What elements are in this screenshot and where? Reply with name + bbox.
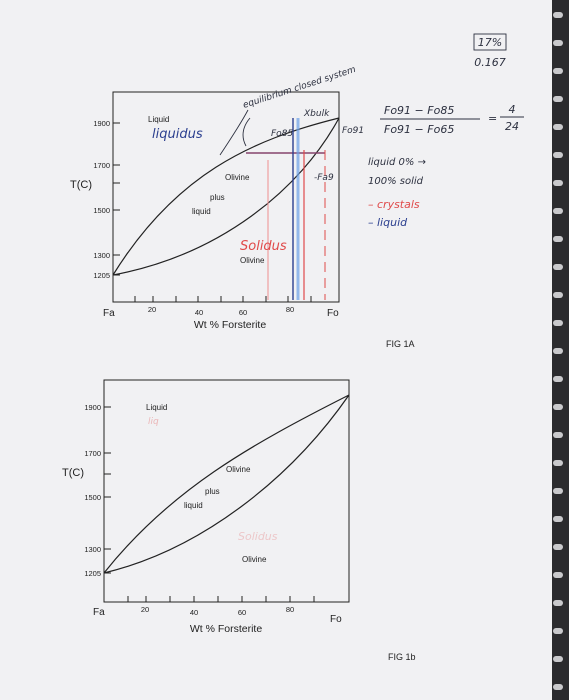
fig1a-pointer-liquidus [219,109,249,156]
fig1b-hand-solidus: Solidus [238,530,278,543]
figure-1b: 1900 1700 1500 1300 1205 T(C) 20 40 60 8… [62,379,416,662]
figure-1a: 1900 1700 1500 1300 1205 T(C) 20 40 60 8… [70,33,524,349]
fig1a-hand-equilibrium: equilibrium closed system [242,65,358,111]
fig1a-hand-solidus: Solidus [240,239,287,254]
fig1a-ytick-1900: 1900 [93,119,110,128]
spiral-binding [552,0,569,700]
hand-percent: 17% [478,36,502,49]
fig1a-caption: FIG 1A [386,339,415,349]
fig1a-label-plus: plus [210,193,225,202]
fig1b-label-plus: plus [205,487,220,496]
fig1a-hand-fo91: Fo91 [342,126,364,136]
fig1a-hand-liquidus: liquidus [152,127,203,142]
fig1a-hand-fo85: Fo85 [271,129,293,139]
fig1b-ytick-1300: 1300 [84,545,101,554]
fig1b-x-end-fa: Fa [93,607,105,618]
fig1a-liquidus-curve [112,117,340,276]
fig1b-ytick-1205: 1205 [84,569,101,578]
fig1a-xtick-20: 20 [148,305,156,314]
fig1b-solidus-curve [103,394,350,574]
fig1b-caption: FIG 1b [388,652,416,662]
hand-liquid-note: – liquid [368,216,408,229]
fig1b-label-liquid: Liquid [146,403,167,412]
fig1a-x-axis-title: Wt % Forsterite [194,319,267,331]
hand-crystals: – crystals [368,198,420,211]
fig1a-ytick-1205: 1205 [93,271,110,280]
fig1a-label-olivine-bottom: Olivine [240,256,265,265]
fig1b-frame [103,379,350,603]
fig1b-xtick-60: 60 [238,608,246,617]
fig1b-xtick-80: 80 [286,605,294,614]
fig1a-xtick-80: 80 [286,305,294,314]
fig1b-x-end-fo: Fo [330,614,342,625]
fig1b-hand-liq: liq [148,417,159,427]
hand-fraction: 0.167 [474,56,506,69]
fig1a-hand-xbulk: Xbulk [303,109,330,119]
fig1a-ytick-1500: 1500 [93,206,110,215]
fig1a-frame [112,91,340,303]
fig1b-ytick-1500: 1500 [84,493,101,502]
fig1a-x-end-fo: Fo [327,308,339,319]
fig1b-label-olivine-bottom: Olivine [242,555,267,564]
hand-liquid-pct: liquid 0% → [368,157,426,168]
fig1b-label-liquid-mid: liquid [184,501,203,510]
fig1a-label-liquid-mid: liquid [192,207,211,216]
fig1a-solidus-curve [112,117,340,276]
fig1b-xtick-40: 40 [190,608,198,617]
hand-equals: = [488,112,497,125]
fig1a-label-liquid: Liquid [148,115,169,124]
hand-result-den: 24 [505,120,519,133]
hand-result-num: 4 [509,103,516,116]
hand-formula-denominator: Fo91 − Fo65 [384,123,454,136]
fig1b-ytick-1900: 1900 [84,403,101,412]
fig1b-label-olivine-top: Olivine [226,465,251,474]
fig1b-ytick-1700: 1700 [84,449,101,458]
fig1a-ytick-1700: 1700 [93,161,110,170]
fig1a-pointer-fo85 [242,117,251,147]
fig1b-y-axis-title: T(C) [62,467,84,479]
fig1a-xtick-40: 40 [195,308,203,317]
fig1a-x-end-fa: Fa [103,308,115,319]
fig1b-liquidus-curve [103,394,350,574]
fig1a-label-olivine-top: Olivine [225,173,250,182]
fig1b-x-axis-title: Wt % Forsterite [190,623,263,635]
fig1a-hand-fa9: -Fa9 [314,173,334,183]
hand-solid-pct: 100% solid [368,176,424,187]
hand-formula-numerator: Fo91 − Fo85 [384,104,454,117]
fig1a-ytick-1300: 1300 [93,251,110,260]
fig1a-xtick-60: 60 [239,308,247,317]
percent-box [473,33,507,51]
fig1a-y-axis-title: T(C) [70,179,92,191]
fig1b-xtick-20: 20 [141,605,149,614]
